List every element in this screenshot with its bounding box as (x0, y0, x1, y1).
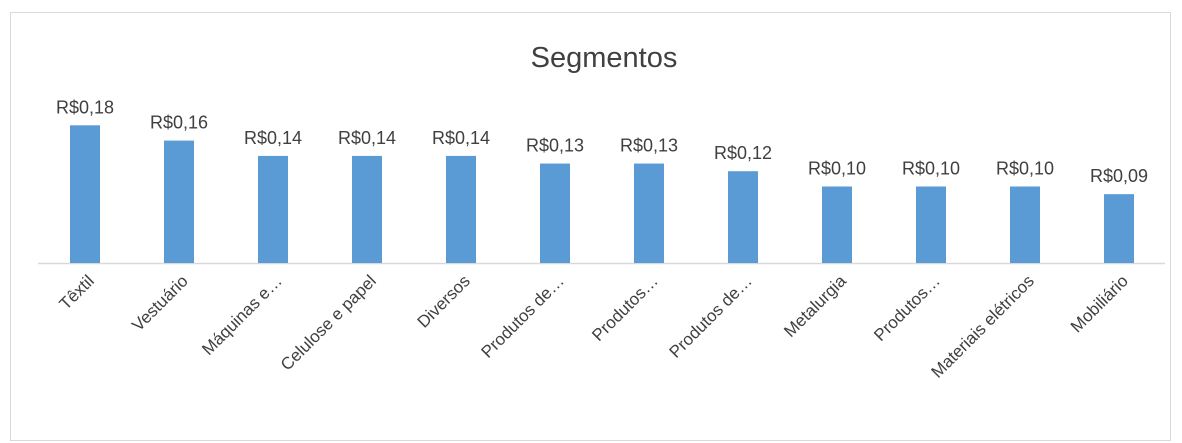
data-label: R$0,18 (56, 97, 114, 117)
bar (540, 163, 570, 263)
bar (1104, 194, 1134, 263)
data-label: R$0,14 (244, 128, 302, 148)
data-label: R$0,10 (996, 159, 1054, 179)
bar (446, 155, 476, 263)
bar (164, 140, 194, 263)
chart-border (10, 12, 1171, 441)
data-label: R$0,10 (808, 159, 866, 179)
bar (352, 155, 382, 263)
bar (1010, 186, 1040, 263)
data-label: R$0,09 (1090, 166, 1148, 186)
bar (822, 186, 852, 263)
chart-title: Segmentos (531, 42, 678, 74)
bar (258, 155, 288, 263)
data-label: R$0,13 (526, 136, 584, 156)
data-label: R$0,10 (902, 159, 960, 179)
bar (70, 125, 100, 263)
bar (916, 186, 946, 263)
data-label: R$0,12 (714, 143, 772, 163)
bar (728, 171, 758, 263)
bar (634, 163, 664, 263)
data-label: R$0,14 (338, 128, 396, 148)
data-label: R$0,16 (150, 113, 208, 133)
data-label: R$0,13 (620, 136, 678, 156)
data-label: R$0,14 (432, 128, 490, 148)
